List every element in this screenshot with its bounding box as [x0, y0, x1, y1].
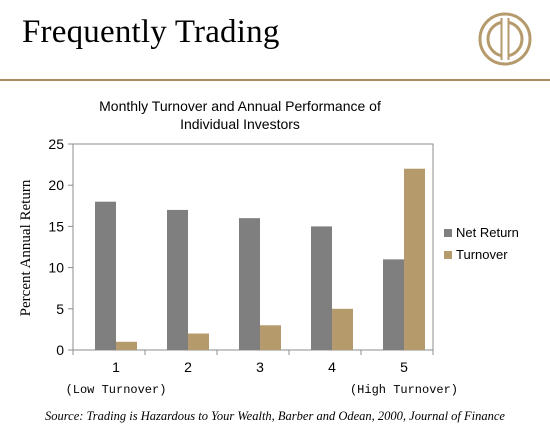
x-tick-label: 3	[256, 359, 264, 375]
bar-net-return-2	[167, 209, 188, 350]
source-citation: Source: Trading is Hazardous to Your Wea…	[45, 409, 505, 423]
bar-net-return-4	[311, 226, 332, 350]
slide-title: Frequently Trading	[22, 14, 280, 50]
bar-turnover-1	[116, 341, 137, 350]
x-category-note: (High Turnover)	[350, 383, 458, 397]
bar-turnover-2	[188, 333, 209, 350]
y-tick-label: 15	[48, 218, 64, 234]
y-axis-label: Percent Annual Return	[18, 179, 34, 316]
x-tick-label: 5	[400, 359, 408, 375]
legend-swatch-net-return	[444, 229, 452, 237]
title-divider	[0, 79, 550, 81]
x-tick-label: 4	[328, 359, 336, 375]
bar-turnover-3	[260, 325, 281, 350]
y-tick-label: 10	[48, 260, 64, 276]
y-tick-label: 25	[48, 136, 64, 152]
bar-turnover-4	[332, 308, 353, 350]
chart-title-line-1: Monthly Turnover and Annual Performance …	[99, 98, 381, 114]
legend-label-turnover: Turnover	[456, 247, 508, 262]
chart-title-line-2: Individual Investors	[180, 116, 300, 132]
x-tick-label: 1	[112, 359, 120, 375]
x-category-note: (Low Turnover)	[66, 383, 167, 397]
company-logo-icon	[478, 12, 532, 66]
bar-chart: Monthly Turnover and Annual Performance …	[18, 98, 519, 397]
bar-turnover-5	[404, 168, 425, 350]
legend-label-net-return: Net Return	[456, 225, 519, 240]
bar-net-return-5	[383, 259, 404, 350]
bar-net-return-3	[239, 218, 260, 350]
y-tick-label: 0	[56, 342, 64, 358]
bar-net-return-1	[95, 201, 116, 350]
x-tick-label: 2	[184, 359, 192, 375]
legend-swatch-turnover	[444, 251, 452, 259]
y-tick-label: 20	[48, 177, 64, 193]
y-tick-label: 5	[56, 301, 64, 317]
